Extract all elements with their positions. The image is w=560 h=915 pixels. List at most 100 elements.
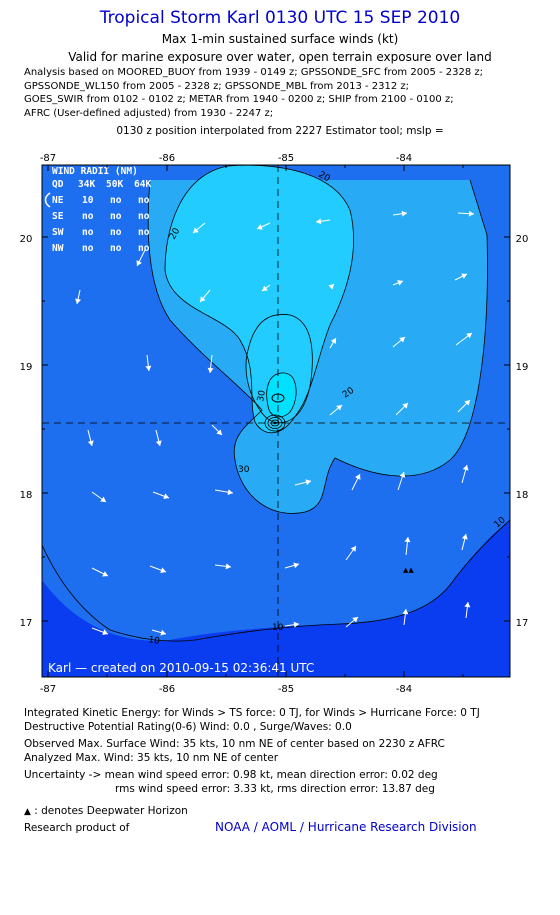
lat-label-left: 17 [20, 618, 33, 629]
wind-radii-cell: no [138, 211, 150, 222]
wind-vector [91, 627, 109, 636]
uncertainty-mean: Uncertainty -> mean wind speed error: 0.… [24, 769, 438, 781]
wind-vector [402, 608, 409, 626]
wind-radii-cell: no [82, 243, 94, 254]
dpr-stat: Destructive Potential Rating(0-6) Wind: … [24, 720, 352, 733]
wind-vector [199, 289, 211, 303]
wind-vector [145, 354, 152, 372]
analysis-sources: Analysis based on MOORED_BUOY from 1939 … [24, 66, 556, 120]
wind-vector [329, 337, 337, 349]
wind-vector [261, 284, 271, 292]
contour-label-30: 30 [238, 465, 250, 475]
lat-label-left: 18 [20, 490, 33, 501]
wind-vector [294, 479, 312, 486]
wind-vector [284, 621, 300, 628]
wind-radii-quadrant: SE [52, 211, 64, 222]
research-label: Research product of [24, 822, 130, 834]
analyzed-max-wind: Analyzed Max. Wind: 35 kts, 10 nm NE of … [24, 751, 279, 764]
wind-radii-cell: no [110, 227, 122, 238]
wind-radii-cell: no [82, 211, 94, 222]
wind-radii-header-34k: 34K [78, 179, 95, 190]
deepwater-legend: ▲ : denotes Deepwater Horizon [24, 805, 188, 817]
wind-vector [395, 402, 409, 416]
deepwater-horizon-marker: ▲▲ [403, 566, 414, 574]
wind-vector [192, 222, 206, 234]
wind-radii-cell: no [110, 243, 122, 254]
contour-35kt [266, 372, 297, 418]
lon-label-top: -85 [278, 153, 294, 164]
wind-vector [151, 629, 167, 636]
wind-vector [461, 464, 469, 484]
contour-label-10: 10 [147, 635, 160, 647]
lon-label-bottom: -85 [278, 684, 294, 695]
lon-label-top: -87 [40, 153, 56, 164]
wind-vector [214, 489, 234, 496]
wind-vector [351, 473, 361, 491]
statistics-block: Integrated Kinetic Energy: for Winds > T… [24, 707, 480, 796]
org-name: NOAA / AOML / Hurricane Research Divisio… [215, 820, 477, 834]
storm-title: Tropical Storm Karl 0130 UTC 15 SEP 2010 [99, 8, 461, 28]
wind-vector [454, 273, 468, 281]
map-frame [41, 164, 511, 678]
wind-radii-title: WIND RADII (NM) [52, 166, 138, 177]
observed-max-wind: Observed Max. Surface Wind: 35 kts, 10 n… [24, 738, 445, 750]
wind-map: -87 -86 -85 -84 -87 -86 -85 -84 20 19 18… [20, 153, 529, 695]
wind-vector [284, 562, 300, 569]
wind-vector [329, 404, 343, 416]
lat-label-right: 17 [516, 618, 529, 629]
lon-label-top: -86 [159, 153, 175, 164]
wind-vector [211, 424, 223, 436]
wind-vector [149, 565, 167, 574]
wind-radii-cell: no [138, 227, 150, 238]
ike-stat: Integrated Kinetic Energy: for Winds > T… [24, 707, 480, 719]
contour-10kt [42, 519, 510, 642]
wind-vector [457, 399, 471, 413]
contour-30kt-inner [245, 314, 313, 424]
wind-vector [152, 491, 170, 500]
wind-vector [136, 249, 146, 267]
wind-radii-quadrant: NW [52, 243, 64, 254]
wind-vector [328, 283, 335, 290]
wind-vector [392, 210, 408, 217]
analysis-line: GPSSONDE_WL150 from 2005 - 2328 z; GPSSO… [24, 80, 410, 92]
lat-label-left: 20 [20, 234, 33, 245]
wind-radii-quadrant: NE [52, 195, 64, 206]
lat-label-right: 20 [516, 234, 529, 245]
contour-label-30: 30 [256, 389, 268, 402]
lon-label-bottom: -87 [40, 684, 56, 695]
map-subtitle: Max 1-min sustained surface winds (kt) [161, 32, 399, 46]
wind-radii-header-qd: QD [52, 179, 64, 190]
wind-vectors [75, 210, 475, 636]
lat-label-right: 19 [516, 362, 529, 373]
contour-30kt [164, 165, 355, 434]
wind-radii-cell: no [138, 195, 150, 206]
wind-vector [397, 471, 406, 491]
wind-vector [91, 567, 109, 577]
wind-vector [404, 536, 411, 556]
lon-label-bottom: -86 [159, 684, 175, 695]
deepwater-icon: ▲ [24, 807, 31, 817]
lat-label-right: 18 [516, 490, 529, 501]
wind-vector [455, 332, 473, 346]
wind-radii-cell: no [138, 243, 150, 254]
wind-vector [256, 222, 271, 230]
wind-vector [315, 218, 331, 225]
wind-vector [87, 429, 94, 447]
deepwater-legend-text: : denotes Deepwater Horizon [34, 805, 188, 817]
map-credit: Karl — created on 2010-09-15 02:36:41 UT… [48, 661, 314, 675]
wind-vector [457, 210, 475, 217]
lat-label-left: 19 [20, 362, 33, 373]
wind-vector [345, 616, 359, 628]
contour-20kt [147, 179, 488, 514]
wind-vector [464, 601, 471, 619]
wind-vector [91, 491, 107, 503]
lon-label-top: -84 [396, 153, 412, 164]
wind-radii-header-64k: 64K [134, 179, 151, 190]
analysis-line: Analysis based on MOORED_BUOY from 1939 … [24, 67, 484, 78]
analysis-line: GOES_SWIR from 0102 - 0102 z; METAR from… [24, 94, 454, 105]
uncertainty-rms: rms wind speed error: 3.33 kt, rms direc… [115, 782, 435, 795]
wind-vector [392, 336, 406, 348]
lon-label-bottom: -84 [396, 684, 412, 695]
wind-radii-cell: 10 [82, 195, 94, 206]
wind-vector [345, 545, 357, 561]
